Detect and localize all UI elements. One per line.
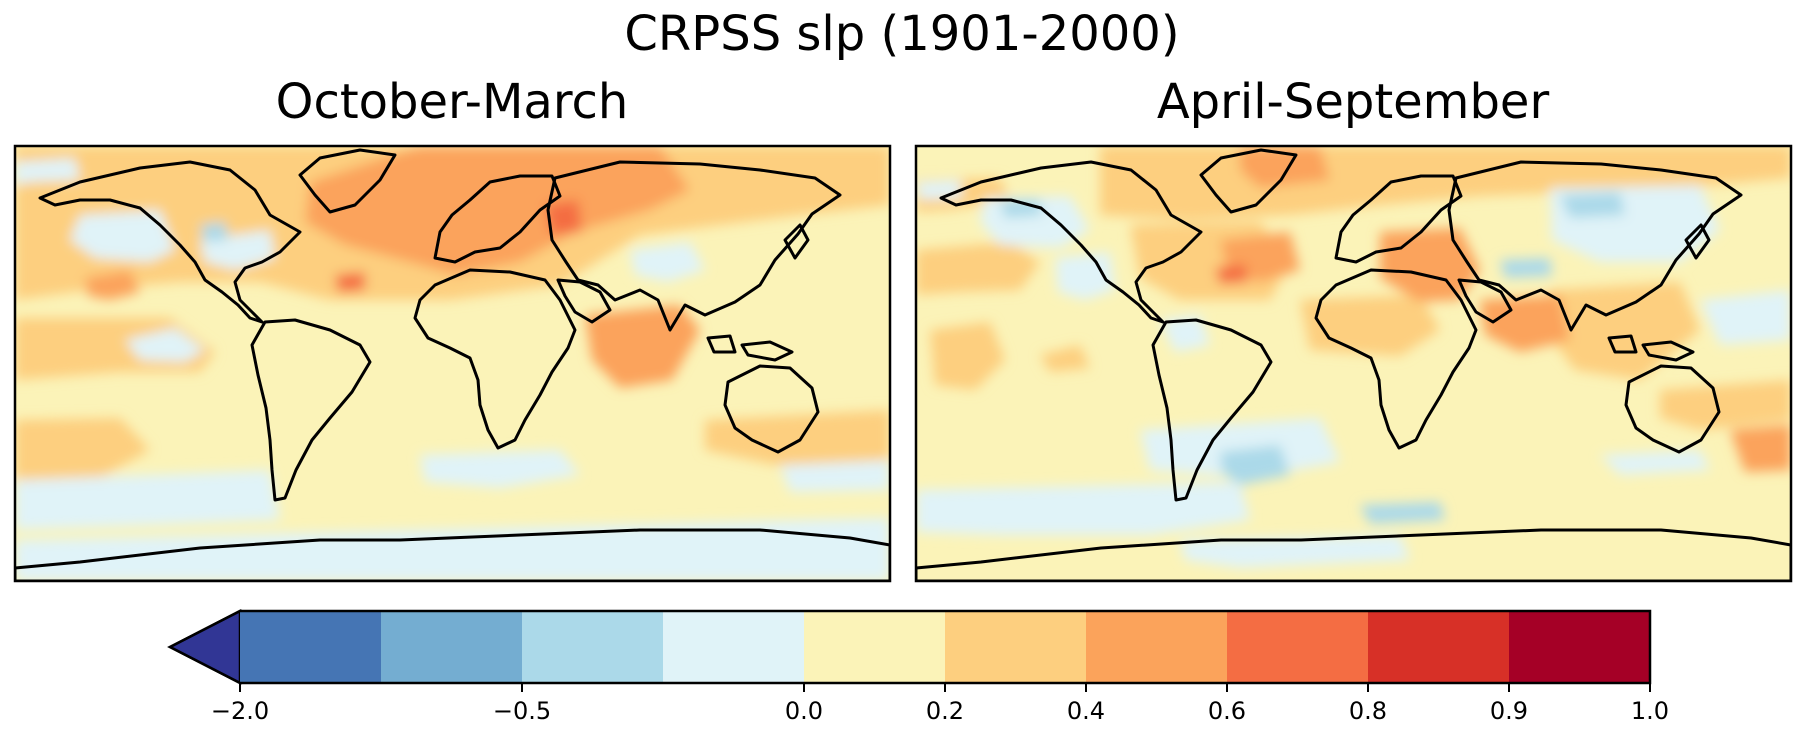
colorbar-segment [1368, 611, 1510, 683]
colorbar-segment [1086, 611, 1228, 683]
colorbar-tick-label: 0.9 [1490, 697, 1528, 725]
colorbar-tick-label: 0.2 [926, 697, 964, 725]
colorbar-tick-label: −2.0 [211, 697, 269, 725]
colorbar-segment [1509, 611, 1651, 683]
colorbar-tick-label: 0.6 [1208, 697, 1246, 725]
colorbar-segment [381, 611, 523, 683]
colorbar-segment [663, 611, 805, 683]
colorbar-segment [522, 611, 664, 683]
colorbar-segment [945, 611, 1087, 683]
colorbar-segment [1227, 611, 1369, 683]
figure-title: CRPSS slp (1901-2000) [624, 6, 1179, 62]
map-panel-right [916, 146, 1791, 581]
map-panel-left [15, 146, 890, 581]
colorbar-segment [240, 611, 382, 683]
colorbar-tick-label: 0.4 [1067, 697, 1105, 725]
colorbar-tick-label: 1.0 [1631, 697, 1669, 725]
colorbar: −2.0 −0.5 0.0 0.2 0.4 0.6 0.8 0.9 1.0 [167, 608, 1669, 725]
map-frame-right [914, 144, 1793, 583]
colorbar-tick-label: −0.5 [493, 697, 551, 725]
colorbar-tick-label: 0.8 [1349, 697, 1387, 725]
colorbar-segment [804, 611, 946, 683]
map-frame-left [13, 144, 892, 583]
colorbar-tick-label: 0.0 [785, 697, 823, 725]
panel-title-right: April-September [1157, 74, 1550, 130]
colorbar-extend-min [167, 608, 242, 686]
panel-title-left: October-March [276, 74, 629, 130]
